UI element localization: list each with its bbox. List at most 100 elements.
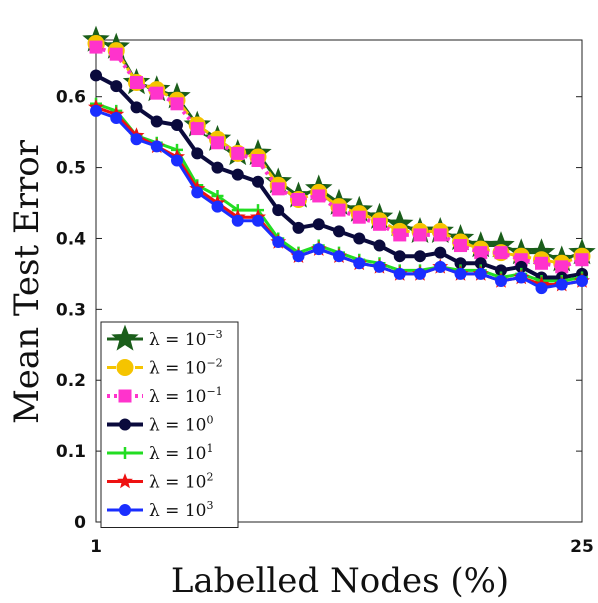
data-point [231,168,244,181]
data-point [312,189,326,203]
x-tick-label: 1 [90,537,102,557]
y-tick-label: 0.1 [56,442,86,462]
data-point [434,260,447,273]
legend-label: λ = 102 [149,471,213,493]
data-point [373,239,386,252]
y-tick-label: 0 [74,513,86,533]
data-point [90,69,102,82]
data-point [252,175,264,188]
data-point [413,228,427,242]
data-point [373,260,386,273]
data-point [110,111,123,124]
legend-label: λ = 10−1 [149,385,223,407]
data-point [353,257,366,270]
data-point [211,136,224,150]
data-point [170,97,184,111]
data-point [150,86,164,100]
data-point [495,275,507,287]
data-point [353,232,366,245]
data-point [332,203,346,217]
series-3 [89,40,589,274]
data-point [393,267,406,280]
data-point [130,101,143,114]
legend-entry: λ = 103 [107,499,213,521]
legend: λ = 10−3 λ = 10−2 λ = 10−1 λ = 100 λ = 101 λ … [100,321,239,528]
data-point [130,133,143,146]
legend-entry: λ = 100 [107,414,213,436]
data-point [474,246,488,260]
data-point [312,243,325,256]
data-point [110,80,123,93]
data-point [535,256,548,270]
data-point [292,221,305,234]
data-point [535,282,548,295]
data-point [393,228,407,242]
data-point [555,278,568,291]
data-point [171,119,183,132]
data-point [130,76,143,90]
legend-label: λ = 10−2 [149,357,223,379]
data-point [89,40,103,54]
data-point [373,217,386,231]
legend-label: λ = 103 [149,499,213,521]
data-point [272,204,285,217]
data-point [252,214,264,227]
y-tick-label: 0.2 [56,371,86,391]
legend-entry: λ = 101 [107,442,213,464]
y-tick-label: 0.4 [56,229,86,249]
legend-marker [111,324,139,351]
data-point [251,154,265,167]
data-point [414,250,426,263]
data-point [292,192,305,206]
data-point [434,246,447,259]
data-point [433,228,447,242]
data-point [576,275,588,287]
legend-entry: λ = 10−2 [107,357,223,379]
data-point [312,218,325,231]
x-tick-label: 25 [570,537,594,557]
legend-entry: λ = 10−3 [107,324,223,351]
y-tick-label: 0.5 [56,159,86,179]
data-point [191,147,204,160]
data-point [454,267,467,280]
data-point [191,186,204,199]
data-point [555,260,569,274]
data-point [150,115,163,128]
legend-label: λ = 10−3 [149,328,223,350]
data-point [414,267,426,280]
legend-entry: λ = 10−1 [107,385,223,407]
legend-marker [119,447,131,459]
data-point [575,253,589,267]
data-point [90,104,102,117]
legend-label: λ = 101 [149,442,213,464]
data-point [171,154,183,167]
legend-entry: λ = 102 [107,471,213,493]
legend-marker [119,504,131,516]
data-point [333,250,345,263]
series-7 [90,104,588,295]
data-point [211,161,224,174]
x-axis-title: Labelled Nodes (%) [171,561,509,601]
data-point [333,225,345,238]
data-point [231,146,245,160]
data-point [494,246,508,260]
legend-marker [118,389,132,403]
legend-label: λ = 100 [149,414,213,436]
series-layer [82,25,596,295]
data-point [454,239,467,253]
data-point [190,122,204,136]
data-point [515,271,528,284]
data-point [231,214,244,227]
axes-layer: 0 0.1 0.2 0.3 0.4 0.5 0.6 1 25 [56,88,594,557]
data-point [272,236,285,249]
data-point [474,267,487,280]
legend-marker [119,418,131,431]
y-tick-label: 0.6 [56,88,86,108]
y-tick-label: 0.3 [56,300,86,320]
y-axis-title: Mean Test Error [7,139,47,424]
data-point [109,47,123,61]
data-point [271,182,285,196]
legend-marker [117,473,133,489]
data-point [150,140,163,153]
